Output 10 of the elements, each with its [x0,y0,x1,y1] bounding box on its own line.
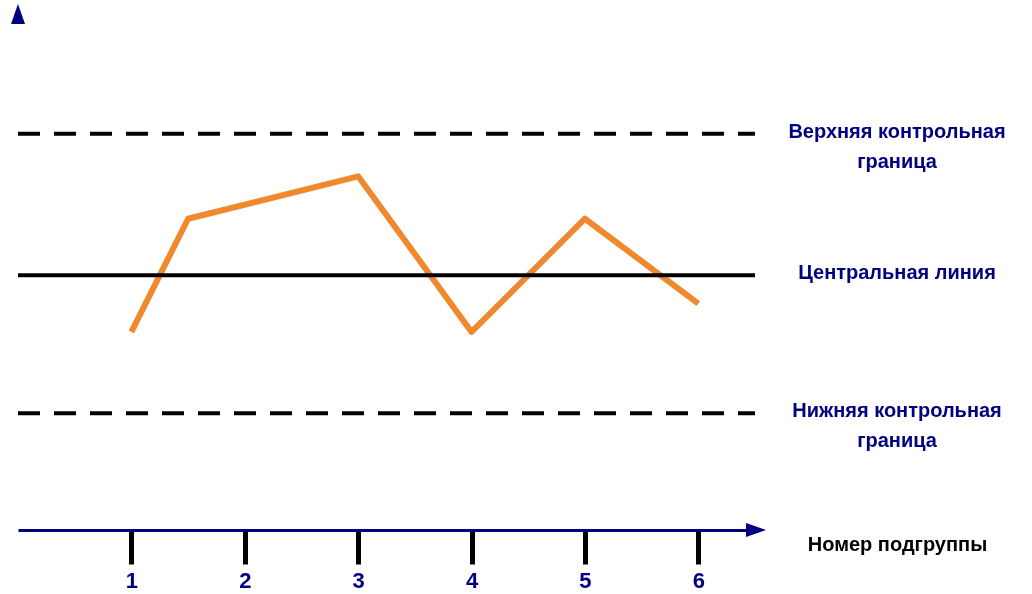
x-tick-label: 5 [579,567,592,593]
x-tick-label: 4 [465,567,479,593]
x-tick-label: 1 [125,567,139,593]
x-axis-title: Номер подгруппы [807,532,988,555]
x-tick-label: 6 [692,567,705,593]
x-tick-label: 3 [352,567,365,593]
ref-line-label: Нижняя контрольная граница [792,399,1002,452]
x-tick-label: 2 [239,567,252,593]
ref-line-label: Верхняя контрольная граница [788,119,1006,172]
ref-line-label: Центральная линия [798,261,996,284]
